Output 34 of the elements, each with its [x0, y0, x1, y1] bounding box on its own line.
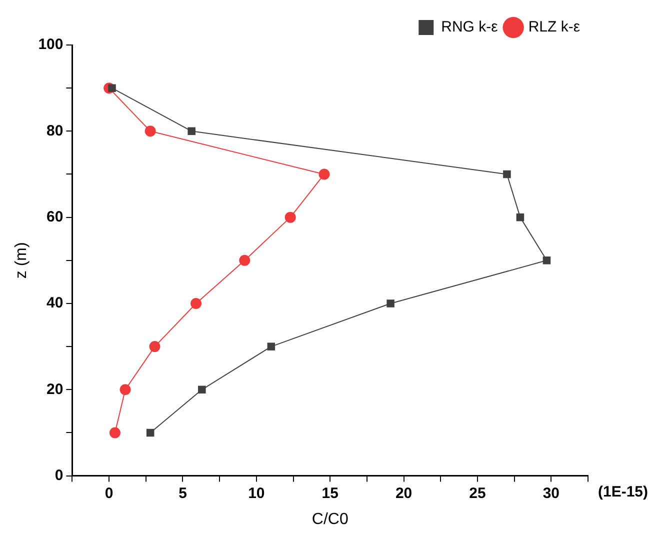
y-axis-title: z (m) [13, 242, 30, 279]
y-tick-label: 80 [46, 122, 64, 140]
y-tick-label: 20 [46, 380, 64, 398]
point [149, 341, 160, 352]
x-tick-label: 5 [178, 484, 187, 502]
point [146, 428, 154, 437]
point [542, 256, 551, 264]
point [109, 427, 120, 438]
text: (1E-15) [598, 483, 648, 500]
point [284, 212, 296, 223]
x-tick-label: 20 [395, 484, 412, 502]
point [516, 213, 524, 222]
point [120, 384, 131, 396]
point [503, 170, 511, 178]
point [190, 298, 202, 309]
y-tick-label: 100 [38, 36, 64, 54]
point [188, 127, 196, 136]
x-tick-label: 15 [322, 484, 338, 502]
point [144, 126, 156, 137]
legend-label: RNG k-ε [441, 18, 498, 36]
point [239, 254, 250, 266]
y-tick-label: 0 [54, 466, 64, 484]
x-axis-title: C/C0 [312, 510, 348, 528]
point [198, 386, 206, 394]
point [318, 168, 330, 180]
x-tick-label: 30 [542, 484, 560, 502]
legend-label: RLZ k-ε [528, 18, 580, 36]
y-tick-label: 40 [46, 294, 64, 312]
y-tick-label: 60 [46, 208, 64, 226]
x-tick-label: 10 [248, 484, 265, 502]
x-tick-label: 25 [469, 484, 486, 502]
x-tick-label: 0 [104, 484, 114, 502]
point [386, 300, 394, 308]
point [267, 342, 276, 350]
